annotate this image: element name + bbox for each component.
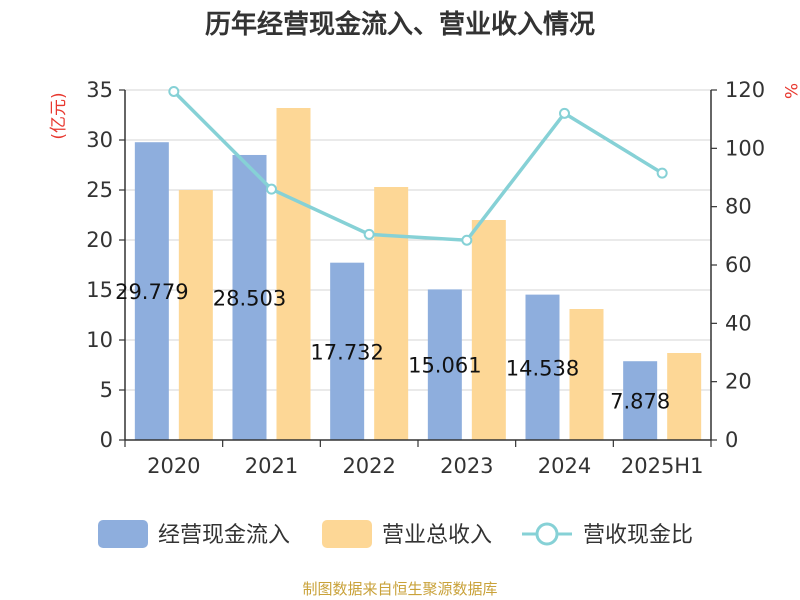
bar-cash-inflow bbox=[525, 294, 560, 440]
left-axis-tick-label: 5 bbox=[100, 378, 113, 402]
right-axis-tick-label: 100 bbox=[725, 136, 765, 160]
bar-revenue bbox=[471, 220, 506, 440]
bar-revenue bbox=[569, 309, 604, 440]
left-axis-tick-label: 20 bbox=[86, 228, 113, 252]
grid-lines bbox=[125, 89, 711, 391]
chart-title: 历年经营现金流入、营业收入情况 bbox=[205, 9, 595, 40]
left-axis-tick-label: 0 bbox=[100, 428, 113, 452]
right-axis-tick-label: 20 bbox=[725, 370, 752, 394]
left-axis-tick-label: 10 bbox=[86, 328, 113, 352]
right-axis-tick-label: 120 bbox=[725, 78, 765, 102]
left-axis-tick-label: 15 bbox=[86, 278, 113, 302]
right-axis-tick-label: 40 bbox=[725, 311, 752, 335]
x-axis-tick-label: 2025H1 bbox=[621, 454, 704, 478]
x-axis-tick-label: 2021 bbox=[245, 454, 298, 478]
right-axis-tick-label: 80 bbox=[725, 195, 752, 219]
bar-revenue bbox=[374, 187, 409, 440]
bar-cash-inflow bbox=[330, 262, 365, 440]
data-label-cash-inflow: 29.779 bbox=[115, 280, 188, 304]
ratio-point bbox=[559, 107, 570, 119]
ratio-point bbox=[266, 183, 277, 195]
ratio-point bbox=[363, 228, 375, 240]
bar-revenue bbox=[667, 353, 702, 440]
data-labels: 29.779 28.503 17.732 15.061 14.538 7.878 bbox=[115, 280, 670, 414]
axes: 0 5 10 15 20 25 30 35 0 20 40 60 80 100 120 2020 2021 202… bbox=[86, 78, 765, 478]
ratio-line bbox=[168, 85, 668, 246]
bar-revenue bbox=[178, 190, 213, 440]
legend-swatch-revenue bbox=[322, 520, 372, 548]
data-label-cash-inflow: 28.503 bbox=[213, 286, 286, 310]
legend-swatch-cash-inflow bbox=[98, 520, 148, 548]
left-axis-unit: (亿元) bbox=[49, 92, 69, 139]
data-label-cash-inflow: 17.732 bbox=[310, 340, 383, 364]
ratio-line-path bbox=[172, 90, 664, 243]
bar-revenue bbox=[276, 108, 311, 440]
bar-cash-inflow bbox=[427, 289, 462, 440]
legend-marker-ratio bbox=[535, 522, 559, 546]
source-note: 制图数据来自恒生聚源数据库 bbox=[302, 580, 497, 598]
left-axis-tick-label: 35 bbox=[86, 78, 113, 102]
data-label-cash-inflow: 15.061 bbox=[408, 354, 481, 378]
x-axis-tick-label: 2020 bbox=[147, 454, 200, 478]
legend-label-cash-inflow: 经营现金流入 bbox=[158, 523, 290, 548]
legend: 经营现金流入 营业总收入 营收现金比 bbox=[98, 520, 693, 548]
bar-cash-inflow bbox=[134, 142, 169, 440]
legend-label-revenue: 营业总收入 bbox=[382, 523, 492, 548]
bar-cash-inflow bbox=[623, 361, 658, 440]
ratio-point bbox=[656, 167, 668, 179]
data-label-cash-inflow: 14.538 bbox=[506, 356, 579, 380]
ratio-point bbox=[168, 85, 180, 97]
data-label-cash-inflow: 7.878 bbox=[610, 390, 670, 414]
x-axis-tick-label: 2023 bbox=[440, 454, 493, 478]
right-axis-tick-label: 0 bbox=[725, 428, 738, 452]
right-axis-unit: % bbox=[780, 83, 800, 99]
left-axis-tick-label: 30 bbox=[86, 128, 113, 152]
bar-cash-inflow bbox=[232, 154, 267, 440]
x-axis-tick-label: 2022 bbox=[342, 454, 395, 478]
right-axis-tick-label: 60 bbox=[725, 253, 752, 277]
x-axis-tick-label: 2024 bbox=[538, 454, 591, 478]
left-axis-tick-label: 25 bbox=[86, 178, 113, 202]
ratio-point bbox=[461, 234, 473, 246]
bars bbox=[134, 108, 702, 440]
legend-label-ratio: 营收现金比 bbox=[583, 523, 693, 548]
